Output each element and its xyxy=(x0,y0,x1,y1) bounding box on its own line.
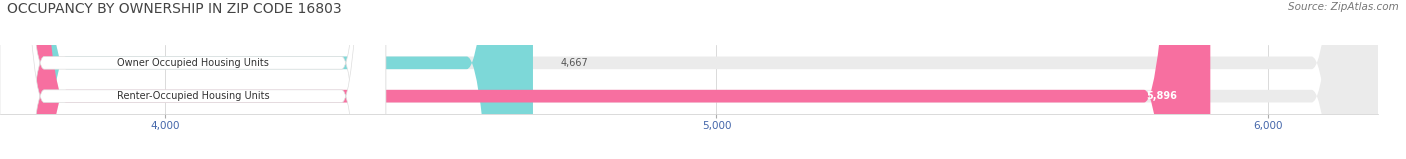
Text: Source: ZipAtlas.com: Source: ZipAtlas.com xyxy=(1288,2,1399,12)
Text: Renter-Occupied Housing Units: Renter-Occupied Housing Units xyxy=(117,91,269,101)
Text: Owner Occupied Housing Units: Owner Occupied Housing Units xyxy=(117,58,269,68)
Text: 5,896: 5,896 xyxy=(1146,91,1177,101)
Text: OCCUPANCY BY OWNERSHIP IN ZIP CODE 16803: OCCUPANCY BY OWNERSHIP IN ZIP CODE 16803 xyxy=(7,2,342,16)
FancyBboxPatch shape xyxy=(0,0,385,159)
FancyBboxPatch shape xyxy=(0,0,1211,159)
Text: 4,667: 4,667 xyxy=(561,58,588,68)
FancyBboxPatch shape xyxy=(0,0,385,159)
FancyBboxPatch shape xyxy=(0,0,533,159)
